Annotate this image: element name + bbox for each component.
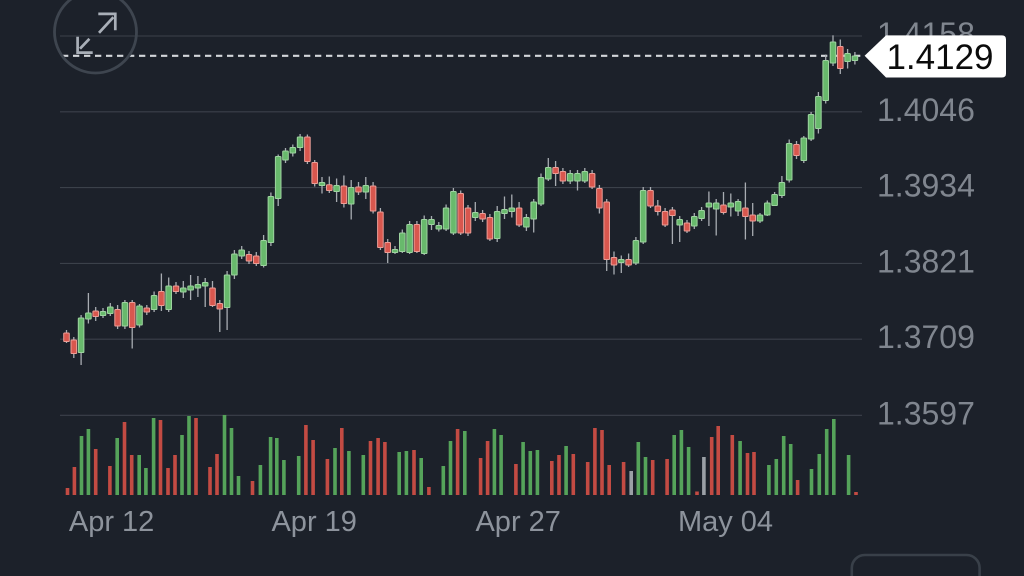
- svg-text:1.3597: 1.3597: [877, 395, 975, 431]
- svg-text:Apr 19: Apr 19: [271, 506, 356, 538]
- svg-text:1.3821: 1.3821: [877, 243, 975, 279]
- svg-text:1.4129: 1.4129: [886, 38, 993, 77]
- svg-text:Apr 27: Apr 27: [475, 506, 560, 538]
- svg-text:1.4046: 1.4046: [877, 92, 975, 128]
- svg-text:May 04: May 04: [678, 506, 773, 538]
- svg-text:1.3934: 1.3934: [877, 168, 975, 204]
- svg-text:1.3709: 1.3709: [877, 319, 975, 355]
- svg-text:Apr 12: Apr 12: [69, 506, 154, 538]
